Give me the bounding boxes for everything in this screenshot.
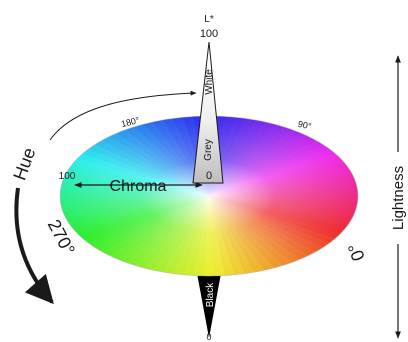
chroma-label: Chroma xyxy=(110,178,167,195)
center-zero-label: 0 xyxy=(206,170,212,182)
lightness-label: Lightness xyxy=(390,166,407,230)
chroma-100-label: 100 xyxy=(59,171,76,182)
l-100-label: 100 xyxy=(200,28,218,40)
deg-180-label: 180° xyxy=(120,115,141,129)
bottom-zero-label: 0 xyxy=(206,332,211,342)
grey-label: Grey xyxy=(203,139,214,161)
white-label: White xyxy=(204,69,215,95)
deg-0-label: 0° xyxy=(344,241,369,264)
hue-label: Hue xyxy=(9,145,39,183)
lightness-label-bg xyxy=(390,152,406,244)
hue-arc-top xyxy=(49,90,197,141)
curved-arrow-icon xyxy=(14,187,54,305)
black-label: Black xyxy=(205,282,216,307)
black-cone xyxy=(196,268,222,338)
deg-90-label: 90° xyxy=(297,119,313,132)
l-star-label: L* xyxy=(204,14,214,25)
white-cone xyxy=(192,41,224,184)
